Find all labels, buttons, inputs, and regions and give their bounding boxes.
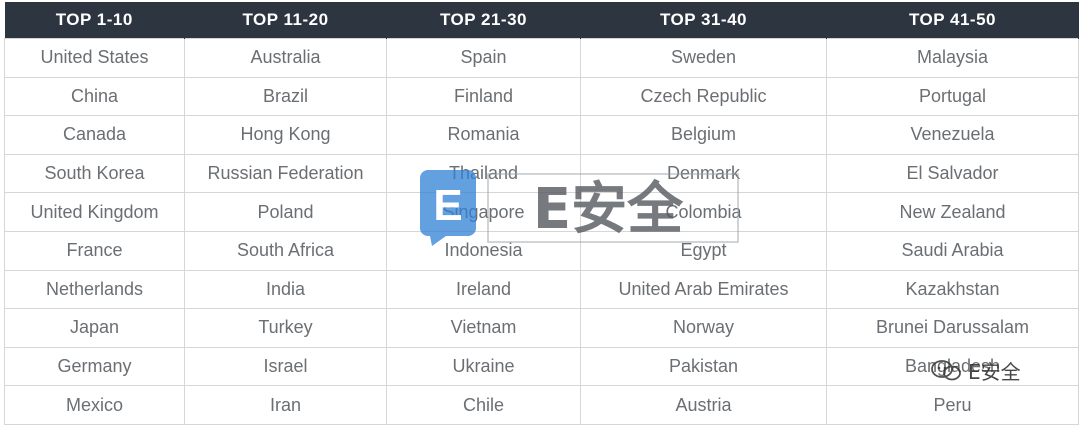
country-cell: Russian Federation xyxy=(184,153,387,194)
table-row: France South Africa Indonesia Egypt Saudi Ar… xyxy=(4,230,1079,271)
country-cell: Egypt xyxy=(580,230,827,271)
country-cell: Kazakhstan xyxy=(826,269,1079,310)
country-cell: Norway xyxy=(580,308,827,348)
country-cell: Venezuela xyxy=(826,115,1079,155)
country-cell: Denmark xyxy=(580,153,827,194)
country-cell: India xyxy=(184,269,387,310)
table-row: United Kingdom Poland Singapore Colombia New… xyxy=(4,192,1079,232)
country-cell: United Kingdom xyxy=(4,192,185,232)
table-row: Canada Hong Kong Romania Belgium Venezuela xyxy=(4,115,1079,155)
country-cell: Japan xyxy=(4,308,185,348)
country-cell: South Korea xyxy=(4,153,185,194)
country-cell: South Africa xyxy=(184,230,387,271)
country-cell: Spain xyxy=(386,38,581,78)
country-cell: New Zealand xyxy=(826,192,1079,232)
country-cell: Brazil xyxy=(184,76,387,117)
table-row: United States Australia Spain Sweden Malaysi… xyxy=(4,38,1079,78)
country-cell: Belgium xyxy=(580,115,827,155)
country-cell: Ireland xyxy=(386,269,581,310)
country-cell: Germany xyxy=(4,346,185,387)
country-cell: Peru xyxy=(826,385,1079,425)
country-cell: Thailand xyxy=(386,153,581,194)
column-header: TOP 41-50 xyxy=(826,2,1079,39)
country-cell: United States xyxy=(4,38,185,78)
ranking-table-container: TOP 1-10 TOP 11-20 TOP 21-30 TOP 31-40 T… xyxy=(4,2,1079,425)
country-cell: Brunei Darussalam xyxy=(826,308,1079,348)
table-header-row: TOP 1-10 TOP 11-20 TOP 21-30 TOP 31-40 T… xyxy=(4,2,1079,39)
table-row: China Brazil Finland Czech Republic Portugal xyxy=(4,76,1079,117)
country-cell: Austria xyxy=(580,385,827,425)
country-cell: Netherlands xyxy=(4,269,185,310)
column-header: TOP 1-10 xyxy=(4,2,185,39)
country-cell: Malaysia xyxy=(826,38,1079,78)
country-cell: Colombia xyxy=(580,192,827,232)
country-cell: Vietnam xyxy=(386,308,581,348)
country-cell: Finland xyxy=(386,76,581,117)
country-cell: Australia xyxy=(184,38,387,78)
country-cell: Poland xyxy=(184,192,387,232)
table-row: Japan Turkey Vietnam Norway Brunei Darussala… xyxy=(4,308,1079,348)
country-cell: Hong Kong xyxy=(184,115,387,155)
country-cell: Bangladesh xyxy=(826,346,1079,387)
country-cell: Pakistan xyxy=(580,346,827,387)
country-cell: Romania xyxy=(386,115,581,155)
table-row: Germany Israel Ukraine Pakistan Bangladesh xyxy=(4,346,1079,387)
country-cell: Ukraine xyxy=(386,346,581,387)
country-cell: Chile xyxy=(386,385,581,425)
country-cell: Israel xyxy=(184,346,387,387)
country-cell: Sweden xyxy=(580,38,827,78)
column-header: TOP 11-20 xyxy=(184,2,387,39)
table-row: Mexico Iran Chile Austria Peru xyxy=(4,385,1079,425)
table-row: Netherlands India Ireland United Arab Emira… xyxy=(4,269,1079,310)
country-cell: Czech Republic xyxy=(580,76,827,117)
country-cell: Saudi Arabia xyxy=(826,230,1079,271)
country-cell: United Arab Emirates xyxy=(580,269,827,310)
country-cell: Singapore xyxy=(386,192,581,232)
country-cell: El Salvador xyxy=(826,153,1079,194)
country-cell: Canada xyxy=(4,115,185,155)
table-row: South Korea Russian Federation Thailand Den… xyxy=(4,153,1079,194)
column-header: TOP 31-40 xyxy=(580,2,827,39)
column-header: TOP 21-30 xyxy=(386,2,581,39)
country-cell: Portugal xyxy=(826,76,1079,117)
country-cell: Indonesia xyxy=(386,230,581,271)
country-cell: France xyxy=(4,230,185,271)
country-cell: China xyxy=(4,76,185,117)
country-ranking-table: TOP 1-10 TOP 11-20 TOP 21-30 TOP 31-40 T… xyxy=(4,2,1079,425)
country-cell: Turkey xyxy=(184,308,387,348)
country-cell: Iran xyxy=(184,385,387,425)
country-cell: Mexico xyxy=(4,385,185,425)
